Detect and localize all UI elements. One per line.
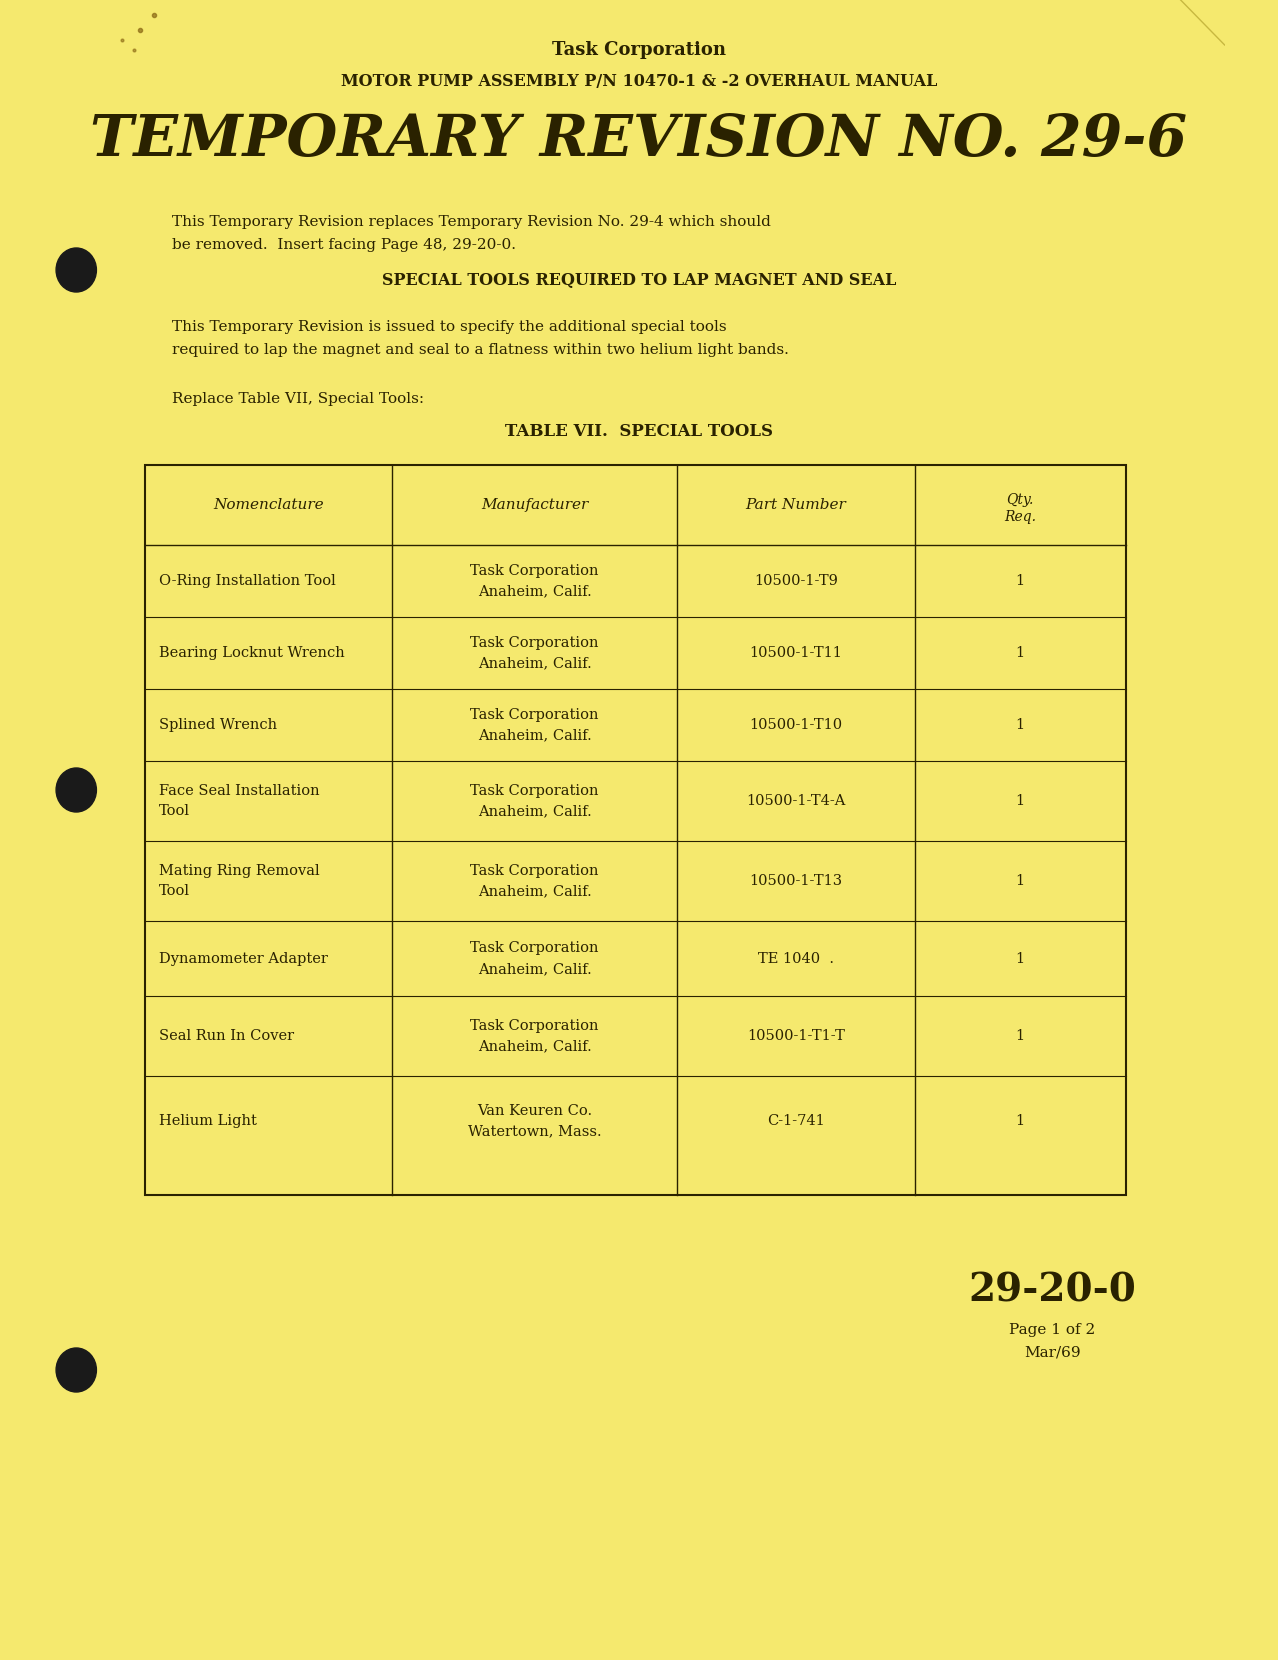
Text: Mar/69: Mar/69: [1024, 1345, 1081, 1360]
Text: 29-20-0: 29-20-0: [969, 1272, 1136, 1310]
Text: MOTOR PUMP ASSEMBLY P/N 10470-1 & -2 OVERHAUL MANUAL: MOTOR PUMP ASSEMBLY P/N 10470-1 & -2 OVE…: [341, 73, 937, 91]
Text: SPECIAL TOOLS REQUIRED TO LAP MAGNET AND SEAL: SPECIAL TOOLS REQUIRED TO LAP MAGNET AND…: [382, 272, 896, 289]
Text: 1: 1: [1016, 1029, 1025, 1042]
Text: 10500-1-T4-A: 10500-1-T4-A: [746, 793, 846, 808]
Text: Task Corporation
Anaheim, Calif.: Task Corporation Anaheim, Calif.: [470, 564, 599, 598]
Text: 1: 1: [1016, 719, 1025, 732]
Text: 10500-1-T13: 10500-1-T13: [749, 875, 842, 888]
Text: TE 1040  .: TE 1040 .: [758, 951, 833, 966]
Text: 10500-1-T9: 10500-1-T9: [754, 574, 837, 588]
Text: 1: 1: [1016, 1114, 1025, 1129]
Text: Task Corporation
Anaheim, Calif.: Task Corporation Anaheim, Calif.: [470, 1019, 599, 1054]
Text: Task Corporation
Anaheim, Calif.: Task Corporation Anaheim, Calif.: [470, 636, 599, 671]
Text: TEMPORARY REVISION NO. 29-6: TEMPORARY REVISION NO. 29-6: [91, 111, 1187, 168]
Text: Task Corporation
Anaheim, Calif.: Task Corporation Anaheim, Calif.: [470, 707, 599, 742]
Text: Dynamometer Adapter: Dynamometer Adapter: [158, 951, 327, 966]
Text: 10500-1-T11: 10500-1-T11: [749, 646, 842, 661]
Text: Task Corporation
Anaheim, Calif.: Task Corporation Anaheim, Calif.: [470, 784, 599, 818]
Text: Seal Run In Cover: Seal Run In Cover: [158, 1029, 294, 1042]
Text: Req.: Req.: [1005, 510, 1036, 525]
Text: 10500-1-T1-T: 10500-1-T1-T: [746, 1029, 845, 1042]
Text: Qty.: Qty.: [1007, 493, 1034, 506]
Text: Task Corporation: Task Corporation: [552, 42, 726, 60]
Text: Task Corporation
Anaheim, Calif.: Task Corporation Anaheim, Calif.: [470, 941, 599, 976]
Text: Bearing Locknut Wrench: Bearing Locknut Wrench: [158, 646, 345, 661]
Text: Page 1 of 2: Page 1 of 2: [1010, 1323, 1095, 1336]
Circle shape: [56, 1348, 96, 1393]
Text: 10500-1-T10: 10500-1-T10: [749, 719, 842, 732]
Text: Nomenclature: Nomenclature: [213, 498, 325, 511]
Circle shape: [56, 247, 96, 292]
Text: Task Corporation
Anaheim, Calif.: Task Corporation Anaheim, Calif.: [470, 863, 599, 898]
Text: C-1-741: C-1-741: [767, 1114, 824, 1129]
Text: 1: 1: [1016, 951, 1025, 966]
Text: 1: 1: [1016, 574, 1025, 588]
Text: Splined Wrench: Splined Wrench: [158, 719, 277, 732]
Text: Van Keuren Co.
Watertown, Mass.: Van Keuren Co. Watertown, Mass.: [468, 1104, 602, 1139]
Text: TABLE VII.  SPECIAL TOOLS: TABLE VII. SPECIAL TOOLS: [505, 423, 773, 440]
Text: Mating Ring Removal
Tool: Mating Ring Removal Tool: [158, 863, 320, 898]
Text: Helium Light: Helium Light: [158, 1114, 257, 1129]
Text: 1: 1: [1016, 793, 1025, 808]
Text: Manufacturer: Manufacturer: [481, 498, 588, 511]
Text: 1: 1: [1016, 646, 1025, 661]
Text: O-Ring Installation Tool: O-Ring Installation Tool: [158, 574, 336, 588]
Text: This Temporary Revision replaces Temporary Revision No. 29-4 which should
be rem: This Temporary Revision replaces Tempora…: [173, 216, 772, 252]
Bar: [144, 465, 1126, 1195]
Circle shape: [56, 769, 96, 812]
Text: This Temporary Revision is issued to specify the additional special tools
requir: This Temporary Revision is issued to spe…: [173, 320, 790, 357]
Text: Replace Table VII, Special Tools:: Replace Table VII, Special Tools:: [173, 392, 424, 407]
Text: Part Number: Part Number: [745, 498, 846, 511]
Text: 1: 1: [1016, 875, 1025, 888]
Text: Face Seal Installation
Tool: Face Seal Installation Tool: [158, 784, 320, 818]
